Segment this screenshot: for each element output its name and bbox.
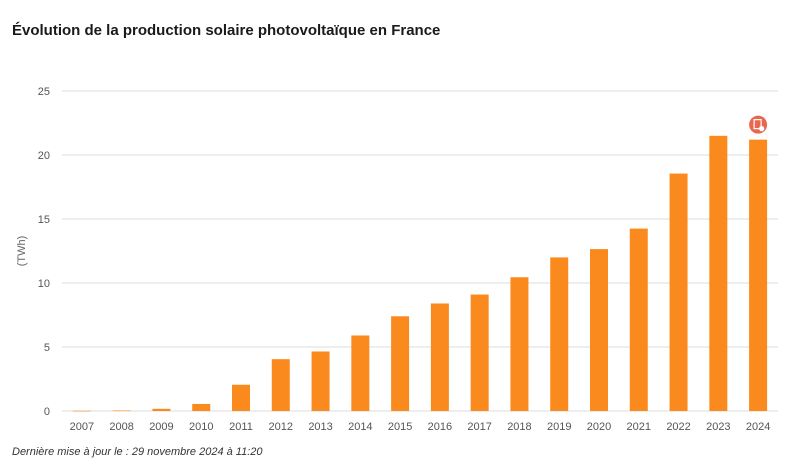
bar-chart: 0 5 10 15 20 25 (TWh) 2007 2008 2009 2010 2011 2012 2… <box>16 86 778 433</box>
bar-2022[interactable] <box>669 173 688 411</box>
y-tick-label: 20 <box>38 150 50 162</box>
x-tick-label: 2020 <box>587 421 611 433</box>
x-tick-label: 2007 <box>70 421 94 433</box>
x-tick-label: 2009 <box>149 421 173 433</box>
x-tick-label: 2012 <box>269 421 293 433</box>
x-tick-label: 2011 <box>229 421 253 433</box>
x-tick-label: 2008 <box>109 421 133 433</box>
x-tick-label: 2016 <box>428 421 452 433</box>
bar-2009[interactable] <box>152 408 171 411</box>
x-tick-label: 2024 <box>746 421 770 433</box>
bar-2012[interactable] <box>271 359 290 411</box>
x-tick-label: 2021 <box>627 421 651 433</box>
x-tick-label: 2018 <box>507 421 531 433</box>
bar-2023[interactable] <box>709 135 728 412</box>
x-tick-label: 2017 <box>467 421 491 433</box>
bar-2013[interactable] <box>311 351 330 411</box>
document-lock-icon[interactable] <box>749 115 768 134</box>
x-tick-label: 2014 <box>348 421 372 433</box>
bar-2021[interactable] <box>629 228 648 411</box>
bar-2008[interactable] <box>112 410 131 412</box>
y-tick-label: 0 <box>44 406 50 418</box>
y-tick-label: 15 <box>38 214 50 226</box>
bar-2024[interactable] <box>749 139 768 411</box>
bar-2018[interactable] <box>510 277 529 411</box>
x-tick-label: 2013 <box>308 421 332 433</box>
bar-2014[interactable] <box>351 335 370 411</box>
bar-2015[interactable] <box>391 316 410 411</box>
bar-2019[interactable] <box>550 257 569 411</box>
bar-2017[interactable] <box>470 294 489 411</box>
y-tick-label: 25 <box>38 86 50 98</box>
x-tick-label: 2019 <box>547 421 571 433</box>
x-tick-label: 2010 <box>189 421 213 433</box>
bar-2007[interactable] <box>72 410 91 412</box>
bar-2016[interactable] <box>430 303 449 411</box>
bar-2020[interactable] <box>590 249 608 411</box>
x-tick-label: 2023 <box>706 421 730 433</box>
y-tick-label: 5 <box>44 342 50 354</box>
chart-title: Évolution de la production solaire photo… <box>12 22 441 39</box>
x-tick-label: 2022 <box>666 421 690 433</box>
bar-2010[interactable] <box>192 403 211 411</box>
y-tick-label: 10 <box>38 278 50 290</box>
bar-2011[interactable] <box>232 384 250 411</box>
x-tick-label: 2015 <box>388 421 412 433</box>
last-update-note: Dernière mise à jour le : 29 novembre 20… <box>12 446 263 458</box>
y-axis-label: (TWh) <box>16 236 28 267</box>
